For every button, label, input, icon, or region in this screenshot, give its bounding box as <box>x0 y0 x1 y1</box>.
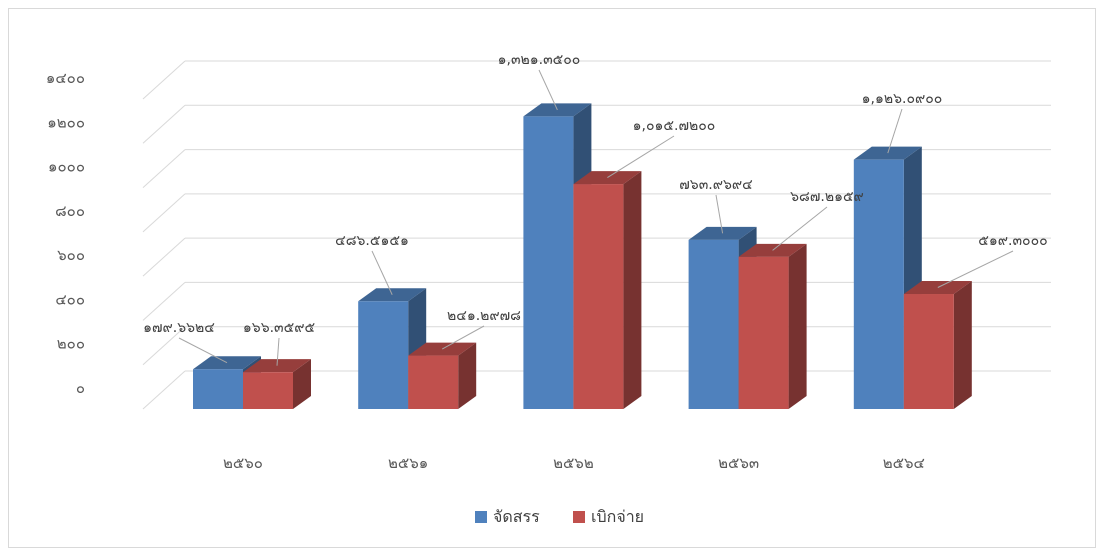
bar-side <box>623 171 642 409</box>
bar <box>688 239 739 409</box>
bar-side <box>788 243 807 409</box>
y-tick-label: ๖๐๐ <box>57 246 85 264</box>
data-label-leader <box>887 108 903 154</box>
data-label-leader <box>371 250 393 295</box>
gridline-diagonal <box>142 370 186 410</box>
gridline-diagonal <box>142 60 186 100</box>
y-tick-label: ๑๒๐๐ <box>47 113 85 131</box>
bar-side <box>293 359 311 409</box>
y-tick-label: ๘๐๐ <box>55 202 85 220</box>
x-category-label: ๒๕๖๔ <box>883 454 925 472</box>
data-label-leader <box>538 69 558 111</box>
x-category-label: ๒๕๖๐ <box>223 454 263 472</box>
y-tick-label: ๑๐๐๐ <box>48 158 85 176</box>
bar <box>193 369 243 409</box>
gridline-diagonal <box>142 237 186 277</box>
data-label: ๑,๑๒๖.๐๙๐๐ <box>862 91 943 107</box>
x-category-label: ๒๕๖๒ <box>553 454 594 472</box>
bar <box>358 301 409 409</box>
bar-side <box>458 342 477 409</box>
bar <box>903 294 954 409</box>
data-label-leader <box>178 337 228 364</box>
data-label-leader <box>276 337 280 366</box>
gridline-diagonal <box>142 104 186 144</box>
y-tick-label: ๐ <box>76 379 85 397</box>
data-label: ๕๑๙.๓๐๐๐ <box>978 233 1047 249</box>
bar <box>523 116 574 410</box>
y-tick-label: ๔๐๐ <box>55 290 85 308</box>
data-label-leader <box>772 206 828 251</box>
x-category-label: ๒๕๖๑ <box>388 454 428 472</box>
bar <box>573 184 624 409</box>
gridline-diagonal <box>142 149 186 188</box>
legend-swatch <box>475 511 487 523</box>
y-tick-label: ๒๐๐ <box>57 335 85 353</box>
data-label: ๗๖๓.๙๖๙๔ <box>679 177 752 193</box>
data-label-leader <box>715 194 724 234</box>
data-label: ๒๔๑.๒๙๗๘ <box>447 308 521 324</box>
bar <box>738 256 789 409</box>
bar <box>243 372 293 409</box>
gridline-diagonal <box>142 193 186 233</box>
legend-label: จัดสรร <box>493 507 540 526</box>
data-label: ๑๖๖.๓๕๙๕ <box>243 320 315 336</box>
x-category-label: ๒๕๖๓ <box>718 454 759 472</box>
data-label-leader <box>441 325 485 350</box>
bar <box>408 355 459 409</box>
data-label: ๑,๓๒๑.๓๕๐๐ <box>498 52 581 68</box>
legend-swatch <box>573 511 585 523</box>
chart-area: ๐ ๒๐๐ ๔๐๐ ๖๐๐ ๘๐๐ ๑๐๐๐ ๑๒๐๐ ๑๔๐๐๒๕๖๐ ๒๕๖๑ ๒๕๖๒ ๒๕๖… <box>8 8 1096 548</box>
data-label: ๔๘๖.๕๑๕๑ <box>335 233 409 249</box>
y-tick-label: ๑๔๐๐ <box>46 69 85 87</box>
data-label: ๑,๐๑๕.๗๒๐๐ <box>633 118 716 134</box>
gridline-diagonal <box>142 326 186 366</box>
bar-side <box>953 281 972 409</box>
gridline-diagonal <box>142 282 186 321</box>
data-label: ๑๗๙.๖๖๒๔ <box>143 320 215 336</box>
legend-label: เบิกจ่าย <box>591 507 644 526</box>
bar <box>853 159 904 409</box>
data-label: ๖๘๗.๒๑๕๙ <box>790 189 864 205</box>
data-label-leader <box>937 250 1014 288</box>
data-label-leader <box>607 135 675 179</box>
